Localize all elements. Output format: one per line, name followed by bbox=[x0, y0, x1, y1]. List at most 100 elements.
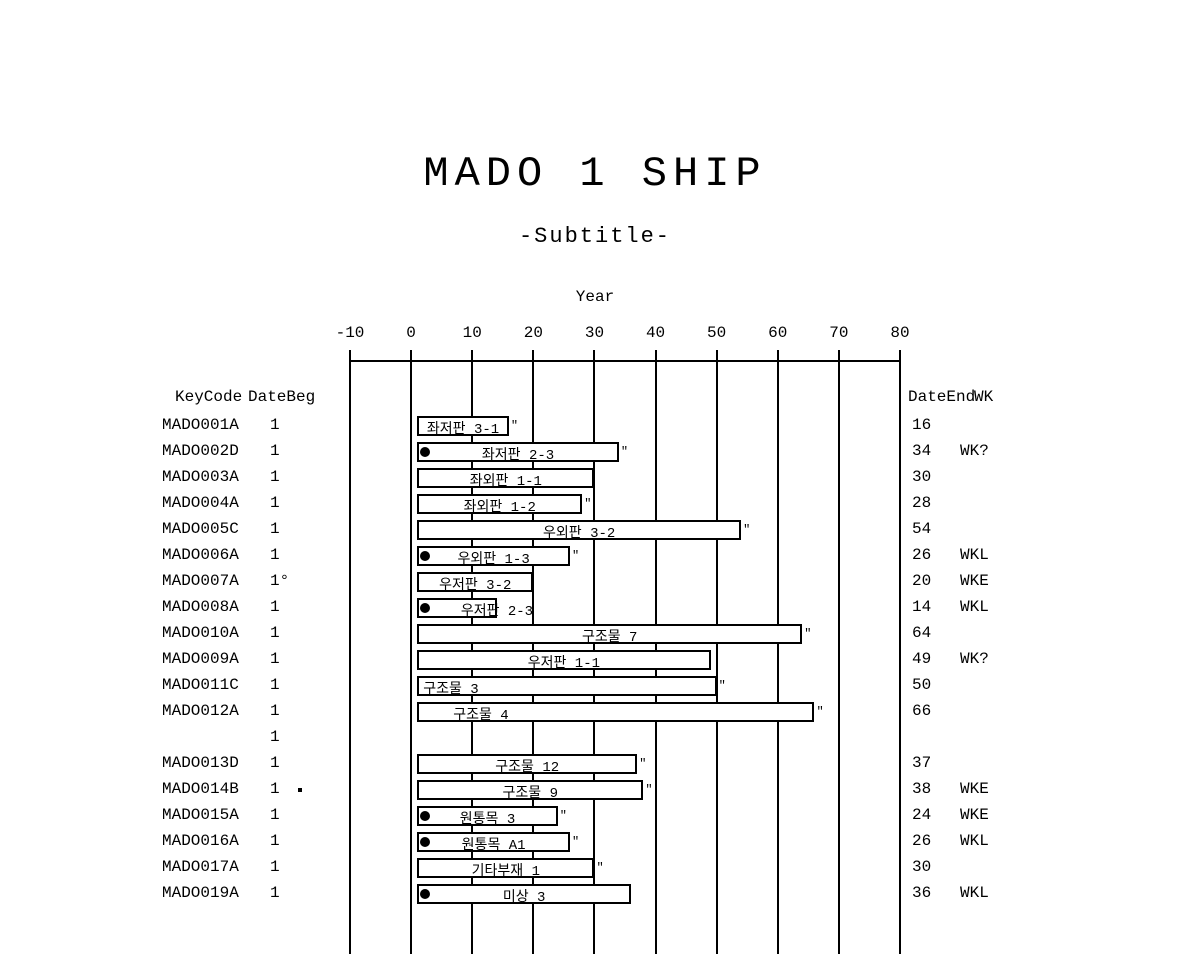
row-wk: WKL bbox=[960, 832, 989, 850]
x-axis-label: Year bbox=[0, 288, 1190, 306]
x-tick-mark bbox=[349, 350, 351, 360]
bar-end-marker: " bbox=[511, 419, 518, 433]
row-dateend: 14 bbox=[912, 598, 931, 616]
x-tick-label: -10 bbox=[336, 324, 365, 342]
col-header-wk: WK bbox=[974, 388, 993, 406]
pith-marker-icon bbox=[420, 837, 430, 847]
bar-label: 우외판 1-3 bbox=[457, 548, 529, 568]
row-wk: WKE bbox=[960, 572, 989, 590]
row-wk: WKE bbox=[960, 780, 989, 798]
bar-end-marker: " bbox=[572, 549, 579, 563]
gridline bbox=[349, 360, 351, 954]
row-datebeg: 1 bbox=[270, 728, 280, 746]
row-wk: WKL bbox=[960, 598, 989, 616]
gridline bbox=[716, 360, 718, 954]
bar-label: 구조물 9 bbox=[503, 782, 558, 802]
row-keycode: MADO015A bbox=[162, 806, 239, 824]
x-tick-mark bbox=[777, 350, 779, 360]
row-datebeg: 1 bbox=[270, 624, 280, 642]
x-tick-mark bbox=[838, 350, 840, 360]
pith-marker-icon bbox=[420, 447, 430, 457]
x-tick-label: 30 bbox=[585, 324, 604, 342]
x-tick-mark bbox=[655, 350, 657, 360]
row-keycode: MADO004A bbox=[162, 494, 239, 512]
x-tick-mark bbox=[593, 350, 595, 360]
row-dateend: 49 bbox=[912, 650, 931, 668]
bar-label: 원통목 3 bbox=[460, 808, 515, 828]
bar-label: 구조물 4 bbox=[453, 704, 508, 724]
row-keycode: MADO003A bbox=[162, 468, 239, 486]
bar-end-marker: " bbox=[804, 627, 811, 641]
outer-marker-dot bbox=[298, 788, 302, 792]
x-tick-mark bbox=[899, 350, 901, 360]
row-datebeg: 1 bbox=[270, 754, 280, 772]
row-keycode: MADO011C bbox=[162, 676, 239, 694]
bar-end-marker: " bbox=[560, 809, 567, 823]
pith-marker-icon bbox=[420, 603, 430, 613]
row-dateend: 28 bbox=[912, 494, 931, 512]
bar-label: 우저판 3-2 bbox=[439, 574, 511, 594]
chart-title: MADO 1 SHIP bbox=[0, 150, 1190, 198]
col-header-dateend: DateEnd bbox=[908, 388, 975, 406]
row-datebeg: 1 bbox=[270, 494, 280, 512]
row-datebeg: 1 bbox=[270, 702, 280, 720]
x-tick-label: 60 bbox=[768, 324, 787, 342]
bar-end-marker: " bbox=[584, 497, 591, 511]
gridline bbox=[838, 360, 840, 954]
row-keycode: MADO007A bbox=[162, 572, 239, 590]
row-dateend: 20 bbox=[912, 572, 931, 590]
row-keycode: MADO006A bbox=[162, 546, 239, 564]
row-dateend: 16 bbox=[912, 416, 931, 434]
row-keycode: MADO014B bbox=[162, 780, 239, 798]
bar-label: 좌외판 1-2 bbox=[464, 496, 536, 516]
bar-end-marker: " bbox=[743, 523, 750, 537]
row-dateend: 24 bbox=[912, 806, 931, 824]
row-datebeg: 1 bbox=[270, 546, 280, 564]
row-datebeg: 1 bbox=[270, 832, 280, 850]
bar-label: 미상 3 bbox=[503, 886, 546, 906]
row-wk: WK? bbox=[960, 442, 989, 460]
pith-marker-icon bbox=[420, 889, 430, 899]
row-keycode: MADO002D bbox=[162, 442, 239, 460]
row-dateend: 26 bbox=[912, 546, 931, 564]
row-keycode: MADO009A bbox=[162, 650, 239, 668]
row-datebeg: 1 bbox=[270, 884, 280, 902]
row-datebeg: 1° bbox=[270, 572, 289, 590]
col-header-datebeg: DateBeg bbox=[248, 388, 315, 406]
row-dateend: 64 bbox=[912, 624, 931, 642]
bar-label: 좌외판 1-1 bbox=[470, 470, 542, 490]
bar-end-marker: " bbox=[572, 835, 579, 849]
x-tick-mark bbox=[716, 350, 718, 360]
row-datebeg: 1 bbox=[270, 676, 280, 694]
x-tick-label: 80 bbox=[890, 324, 909, 342]
row-dateend: 26 bbox=[912, 832, 931, 850]
row-dateend: 36 bbox=[912, 884, 931, 902]
row-wk: WK? bbox=[960, 650, 989, 668]
bar-label: 우저판 1-1 bbox=[528, 652, 600, 672]
gridline bbox=[410, 360, 412, 954]
row-dateend: 66 bbox=[912, 702, 931, 720]
row-keycode: MADO005C bbox=[162, 520, 239, 538]
x-tick-label: 50 bbox=[707, 324, 726, 342]
gridline bbox=[899, 360, 901, 954]
bar-label: 기타부재 1 bbox=[472, 860, 540, 880]
x-tick-mark bbox=[471, 350, 473, 360]
x-tick-label: 40 bbox=[646, 324, 665, 342]
pith-marker-icon bbox=[420, 551, 430, 561]
bar-end-marker: " bbox=[719, 679, 726, 693]
row-wk: WKL bbox=[960, 884, 989, 902]
row-dateend: 54 bbox=[912, 520, 931, 538]
x-tick-label: 70 bbox=[829, 324, 848, 342]
row-dateend: 50 bbox=[912, 676, 931, 694]
bar-end-marker: " bbox=[596, 861, 603, 875]
row-dateend: 30 bbox=[912, 858, 931, 876]
x-tick-mark bbox=[410, 350, 412, 360]
bar-label: 우저판 2-3 bbox=[461, 600, 533, 620]
chart-subtitle: -Subtitle- bbox=[0, 224, 1190, 249]
row-datebeg: 1 bbox=[270, 806, 280, 824]
row-datebeg: 1 bbox=[270, 650, 280, 668]
row-keycode: MADO012A bbox=[162, 702, 239, 720]
top-axis-line bbox=[350, 360, 900, 362]
bar-end-marker: " bbox=[645, 783, 652, 797]
row-datebeg: 1 bbox=[270, 468, 280, 486]
